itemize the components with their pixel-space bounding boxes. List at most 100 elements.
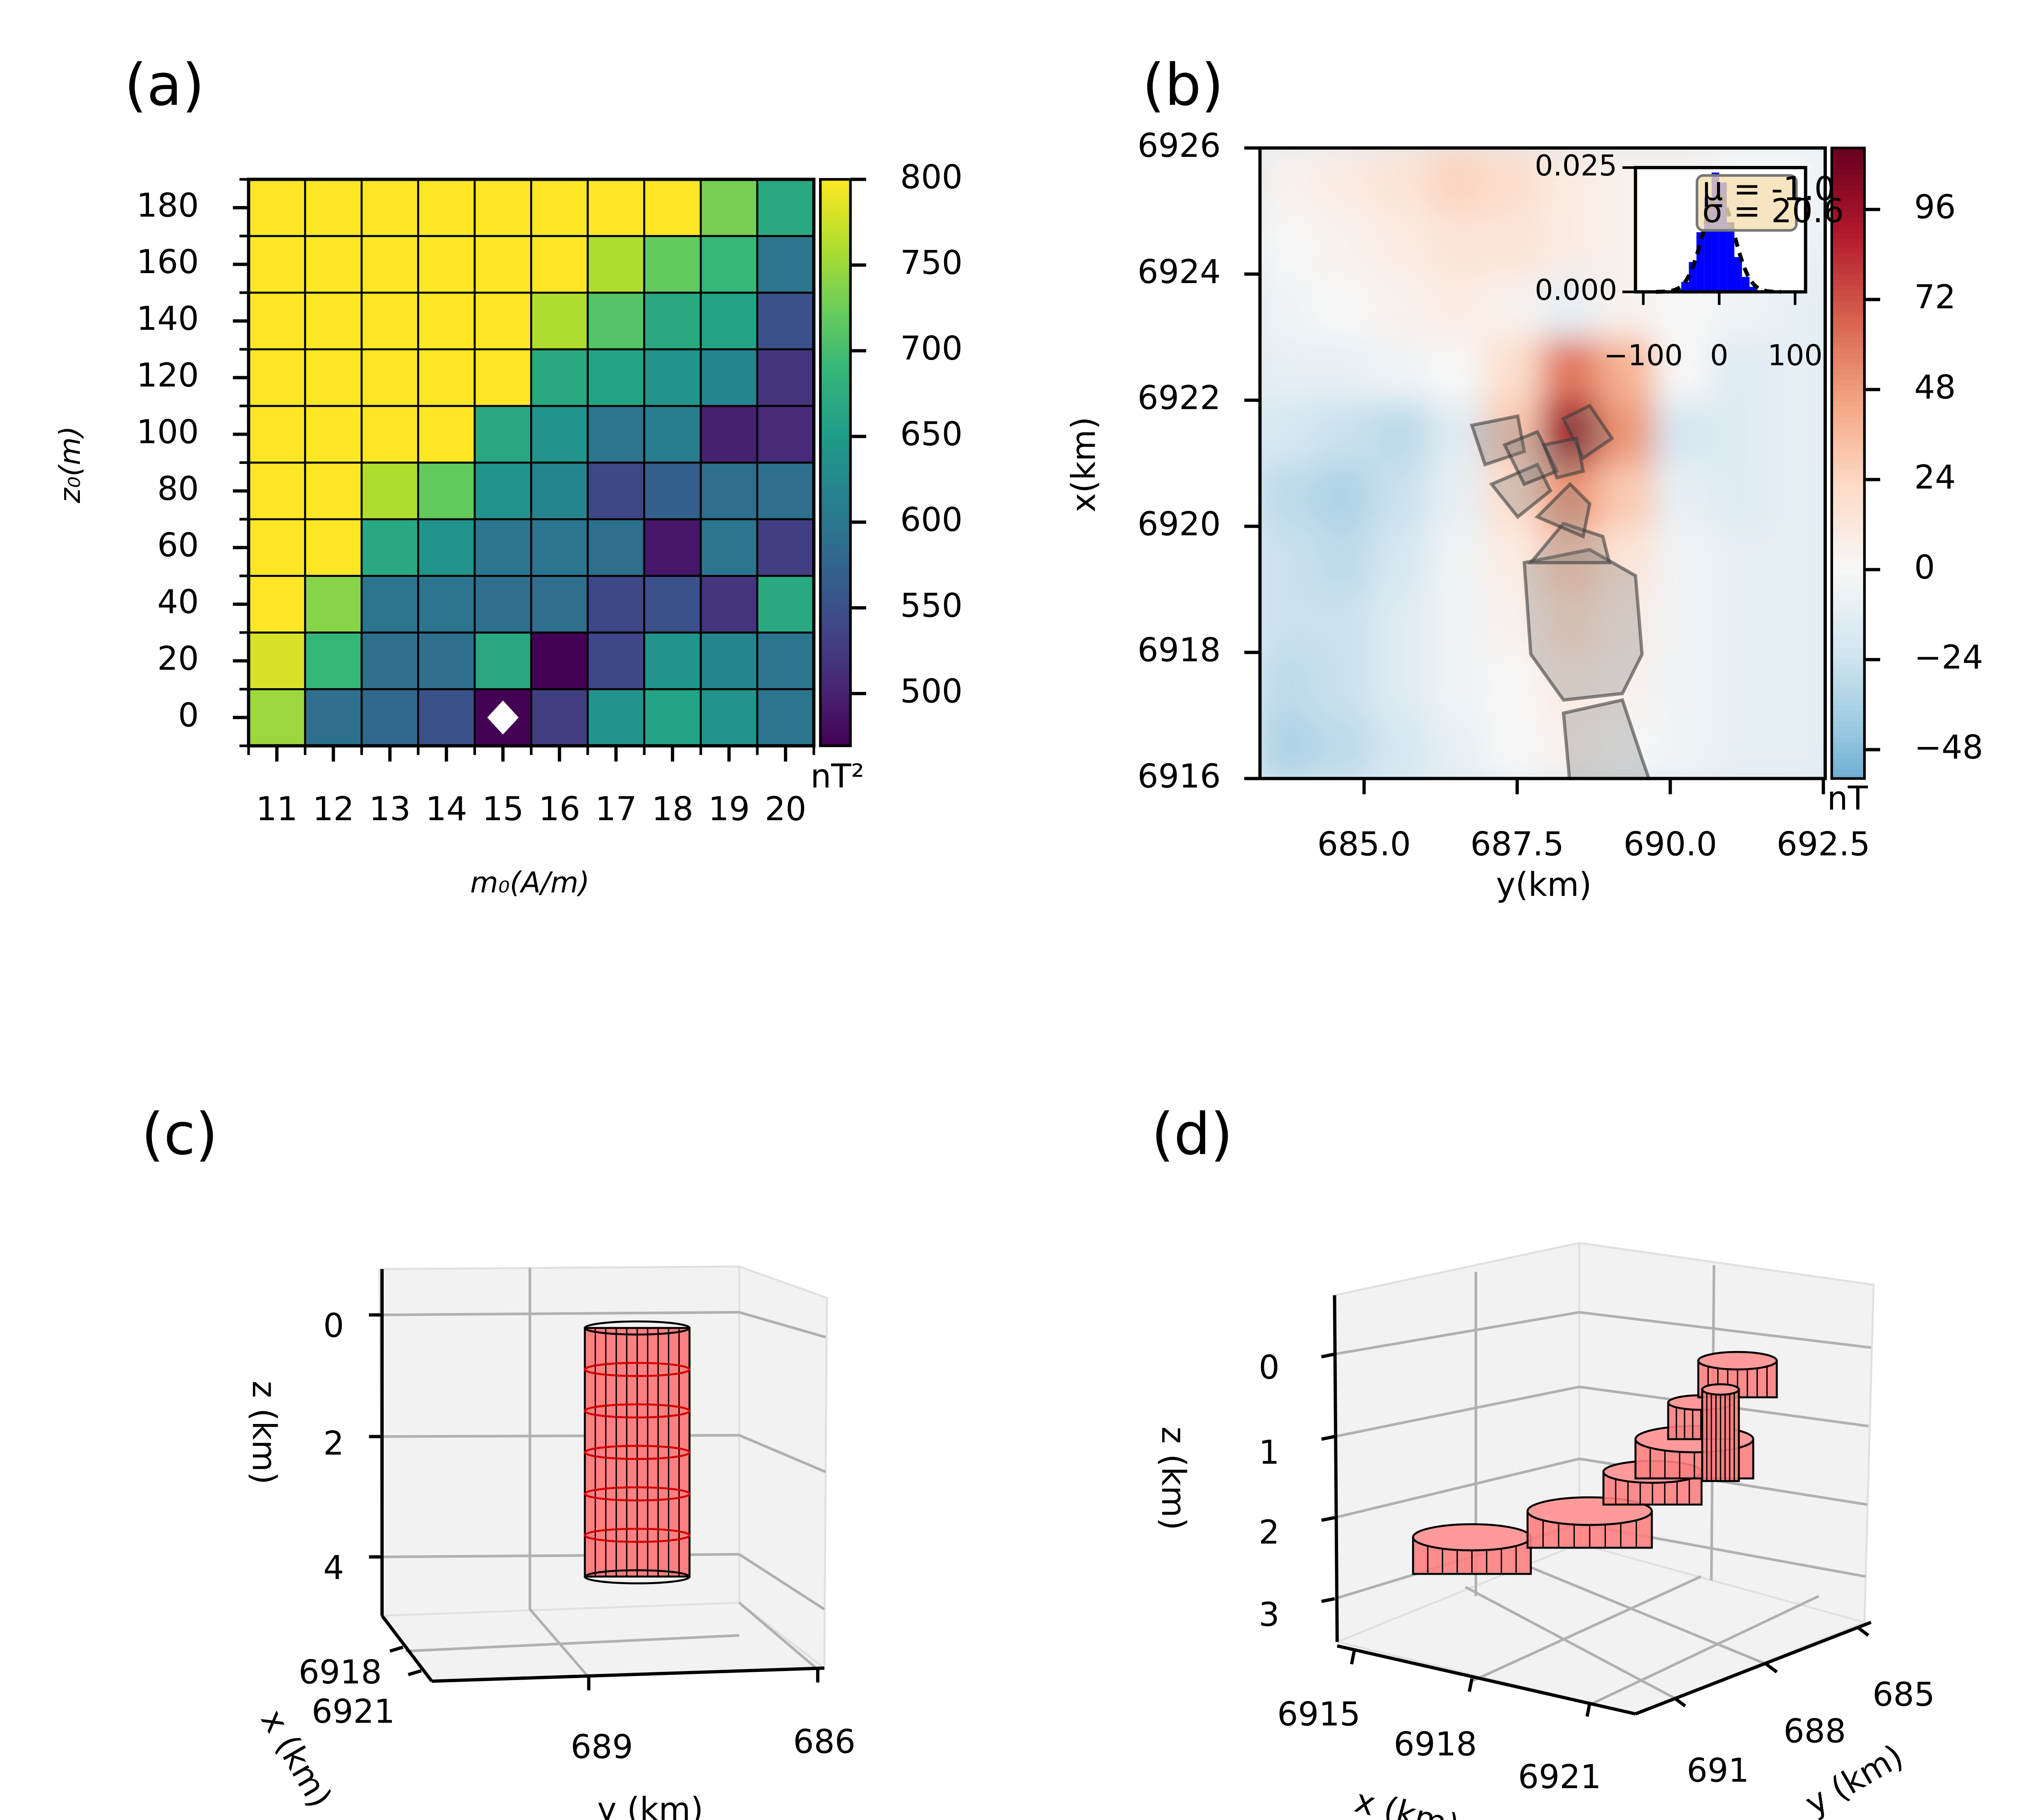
heatmap-cell — [586, 291, 645, 351]
field-cell — [1260, 462, 1318, 528]
colorbar-tick-label: 800 — [900, 158, 963, 196]
colorbar-slice — [1831, 300, 1865, 307]
x-tick-label: 687.5 — [1471, 825, 1564, 863]
field-cell — [1767, 588, 1825, 654]
colorbar-slice — [820, 623, 851, 629]
colorbar-tick-label: 24 — [1914, 458, 1956, 496]
y-tick-label: 6916 — [1137, 757, 1221, 795]
field-cell — [1428, 714, 1487, 779]
field-cell — [1654, 462, 1714, 528]
prism-outline — [1489, 462, 1553, 519]
heatmap-cell — [473, 575, 532, 634]
grid-line-3d — [1530, 1566, 1767, 1666]
colorbar-slice — [1831, 274, 1865, 280]
colorbar-slice — [1831, 216, 1865, 223]
y-tick — [1857, 1626, 1869, 1637]
colorbar-slice — [820, 245, 851, 251]
z-tick-label: 0 — [323, 1307, 344, 1345]
heatmap-cell — [756, 461, 815, 521]
field-cell — [1541, 588, 1600, 654]
colorbar-slice — [820, 472, 851, 478]
colorbar-slice — [820, 651, 851, 657]
heatmap-cell — [643, 405, 702, 464]
colorbar-slice — [820, 349, 851, 355]
plot-frame — [1258, 146, 1827, 780]
colorbar-slice — [1831, 247, 1865, 254]
colorbar-slice — [1831, 626, 1865, 632]
panel-label: (b) — [1142, 51, 1224, 118]
colorbar-slice — [820, 283, 851, 289]
colorbar-slice — [1831, 731, 1865, 737]
cylinder-ring — [584, 1445, 691, 1460]
colorbar-slice — [1831, 185, 1865, 191]
colorbar-slice — [820, 618, 851, 624]
colorbar-slice — [1831, 321, 1865, 328]
colorbar-slice — [1831, 384, 1865, 391]
colorbar-tick-label: 72 — [1914, 278, 1956, 316]
heatmap-cell — [586, 688, 645, 747]
x-tick-label: 692.5 — [1776, 825, 1870, 863]
heatmap-cell — [247, 688, 306, 747]
colorbar-slice — [820, 302, 851, 308]
colorbar-slice — [1831, 747, 1865, 753]
cylinder-ring — [584, 1362, 691, 1377]
colorbar-slice — [820, 321, 851, 327]
colorbar-slice — [1831, 395, 1865, 401]
colorbar-slice — [1831, 258, 1865, 264]
heatmap-cell — [756, 575, 815, 634]
colorbar-slice — [820, 382, 851, 388]
colorbar-slice — [1831, 568, 1865, 574]
colorbar-slice — [820, 670, 851, 676]
heatmap-cell — [643, 178, 702, 237]
x-tick-label: 18 — [652, 790, 694, 828]
field-cell — [1485, 714, 1544, 779]
x-tick-label: 12 — [312, 790, 354, 828]
heatmap-cell — [756, 235, 815, 294]
heatmap-cell — [417, 518, 476, 577]
colorbar-slice — [1831, 426, 1865, 433]
colorbar-slice — [1831, 316, 1865, 322]
grid-line-3d — [1465, 1586, 1675, 1700]
x-tick-label: 6921 — [1518, 1758, 1601, 1796]
colorbar-slice — [820, 495, 851, 501]
y-tick-label: 6926 — [1137, 127, 1221, 165]
map-area — [1260, 148, 1825, 779]
colorbar-slice — [820, 660, 851, 667]
colorbar-slice — [820, 311, 851, 317]
colorbar-slice — [820, 198, 851, 204]
y-tick — [1765, 1663, 1778, 1674]
colorbar-slice — [820, 533, 851, 539]
colorbar-slice — [1831, 526, 1865, 533]
grid-line-3d — [1334, 1457, 1580, 1519]
panel-label: (a) — [124, 51, 204, 118]
x-tick-label: 6921 — [312, 1693, 395, 1731]
field-cell — [1485, 336, 1544, 402]
field-cell — [1315, 148, 1374, 213]
colorbar-tick-label: 600 — [900, 501, 963, 539]
colorbar-slice — [820, 646, 851, 653]
heatmap-cell — [699, 575, 759, 634]
heatmap-cell — [586, 348, 645, 407]
colorbar-slice — [1831, 720, 1865, 727]
y-axis-label: y (km) — [597, 1791, 703, 1820]
z-tick-label: 2 — [323, 1424, 344, 1462]
colorbar-slice — [820, 330, 851, 336]
prism-outline — [1527, 521, 1612, 564]
best-fit-marker — [487, 700, 519, 735]
colorbar-tick-label: 500 — [900, 672, 963, 710]
y-tick-label: 60 — [157, 526, 199, 564]
y-tick-label: 140 — [137, 300, 199, 338]
colorbar-slice — [820, 722, 851, 728]
colorbar-slice — [820, 458, 851, 463]
z-axis-label: z (km) — [1154, 1426, 1192, 1530]
colorbar-slice — [1831, 489, 1865, 496]
colorbar-slice — [820, 576, 851, 581]
heatmap-cell — [699, 405, 759, 464]
colorbar-slice — [820, 642, 851, 648]
colorbar-slice — [1831, 269, 1865, 275]
colorbar-slice — [1831, 437, 1865, 443]
prism-outline — [1534, 482, 1592, 539]
colorbar-slice — [820, 240, 851, 247]
cylinder-ring — [584, 1569, 691, 1585]
colorbar-slice — [1831, 615, 1865, 622]
